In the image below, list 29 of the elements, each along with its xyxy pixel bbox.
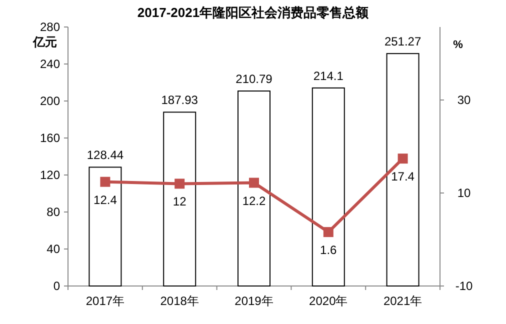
ytick: 200 bbox=[40, 94, 60, 108]
ylabel: 亿元 bbox=[33, 35, 57, 49]
label: 12 bbox=[172, 194, 186, 209]
ytick: 40 bbox=[46, 242, 60, 256]
title: 2017-2021年隆阳区社会消费品零售总额 bbox=[137, 5, 369, 20]
label: 214.1 bbox=[313, 68, 344, 83]
y2tick: -10 bbox=[455, 279, 473, 293]
ytick: 160 bbox=[40, 131, 60, 145]
label: 187.93 bbox=[161, 93, 198, 108]
ytick: 0 bbox=[53, 279, 60, 293]
y2tick: 10 bbox=[457, 186, 471, 200]
y2tick: 30 bbox=[457, 93, 471, 107]
xtick: 2021年 bbox=[383, 294, 422, 308]
label: 17.4 bbox=[391, 170, 414, 184]
ytick: 120 bbox=[40, 168, 60, 182]
label: 251.27 bbox=[384, 34, 422, 49]
label: 128.44 bbox=[86, 148, 124, 162]
ytick: 80 bbox=[46, 205, 60, 219]
xtick: 2019年 bbox=[234, 294, 274, 308]
y2label: % bbox=[453, 39, 463, 51]
label: 1.6 bbox=[320, 243, 337, 258]
xtick: 2017年 bbox=[86, 294, 125, 308]
ytick: 280 bbox=[40, 20, 60, 34]
label: 12.4 bbox=[94, 192, 117, 207]
label: 12.2 bbox=[242, 194, 266, 208]
xtick: 2020年 bbox=[309, 294, 348, 308]
label: 210.79 bbox=[236, 72, 272, 86]
xtick: 2018年 bbox=[160, 294, 199, 308]
ytick: 240 bbox=[40, 57, 60, 71]
